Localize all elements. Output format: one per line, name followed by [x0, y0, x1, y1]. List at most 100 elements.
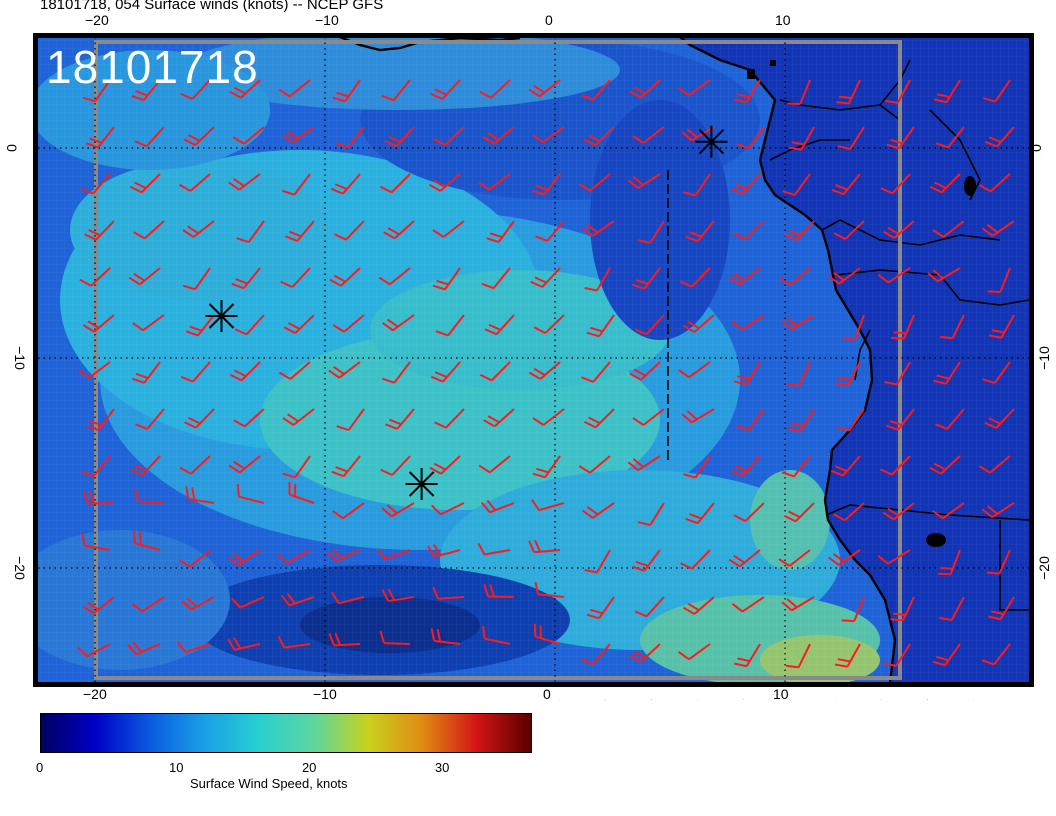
wind-barb	[327, 548, 361, 562]
wind-barb	[939, 596, 965, 621]
wind-barb	[130, 455, 161, 476]
wind-barb	[637, 220, 665, 245]
wind-barb	[278, 79, 311, 98]
wind-barb	[484, 314, 515, 336]
wind-barb	[84, 220, 115, 241]
wind-barb	[478, 455, 511, 474]
wind-barb	[430, 79, 461, 100]
wind-barb	[934, 79, 961, 104]
wind-barb	[336, 408, 365, 431]
wind-barb	[637, 502, 665, 527]
wind-barb	[835, 361, 861, 387]
wind-barb	[182, 267, 211, 291]
wind-barb	[178, 173, 211, 192]
wind-map	[33, 33, 1034, 700]
wind-barb	[629, 79, 661, 99]
wind-barb	[229, 361, 261, 382]
wind-barb	[837, 408, 865, 432]
wind-barb	[785, 643, 811, 669]
wind-barb	[982, 361, 1011, 384]
wind-barb	[277, 635, 311, 649]
wind-barb	[133, 220, 165, 240]
wind-barb	[533, 314, 565, 334]
wind-barb	[584, 549, 611, 574]
wind-barb	[132, 361, 161, 384]
wind-barb	[586, 314, 615, 338]
wind-barbs-outside	[538, 699, 975, 700]
wind-barb	[578, 173, 611, 192]
wind-barb	[856, 699, 883, 700]
wind-barb	[533, 623, 561, 645]
wind-barb	[185, 314, 215, 337]
wind-barb	[932, 502, 965, 520]
wind-barb	[86, 408, 115, 431]
wind-barb	[80, 173, 111, 195]
domain-frame	[94, 40, 902, 680]
bottom-tick-label: −20	[83, 686, 107, 702]
wind-barb	[882, 502, 915, 521]
colorbar-tick-label: 0	[36, 760, 44, 775]
wind-barb	[77, 643, 111, 658]
wind-barb	[581, 79, 611, 101]
left-tick-label: −10	[11, 346, 28, 370]
wind-barb	[385, 408, 415, 430]
wind-barb	[78, 361, 111, 379]
wind-barb	[184, 408, 215, 429]
wind-barb	[736, 408, 765, 431]
wind-barb	[334, 220, 365, 241]
wind-barb	[581, 220, 615, 237]
wind-barb	[532, 173, 561, 196]
wind-barb	[176, 641, 211, 653]
wind-barb	[781, 314, 815, 330]
wind-barb	[778, 267, 811, 286]
wind-barb	[833, 502, 865, 522]
wind-barb	[981, 643, 1011, 666]
wind-barb	[929, 173, 961, 194]
wind-barb	[978, 455, 1011, 474]
wind-barb	[430, 628, 461, 645]
wind-barb	[382, 314, 415, 332]
wind-barb	[435, 314, 465, 337]
wind-barb	[330, 173, 361, 195]
wind-barb	[486, 220, 515, 243]
wind-barb	[787, 79, 811, 106]
wind-barb	[581, 361, 611, 383]
wind-barb	[683, 173, 711, 197]
wind-barb	[134, 126, 165, 148]
wind-barb	[929, 455, 961, 475]
wind-barb	[530, 267, 561, 288]
wind-barb	[983, 79, 1011, 103]
wind-barb	[433, 126, 465, 146]
graticule	[38, 37, 1029, 683]
north-coast	[339, 37, 521, 52]
wind-barb	[678, 643, 711, 661]
wind-barb	[81, 455, 111, 478]
wind-barb	[178, 549, 211, 568]
wind-barb	[280, 592, 315, 607]
wind-barb	[82, 314, 115, 333]
wind-barb	[833, 220, 865, 240]
wind-barb	[731, 596, 765, 613]
wind-barb	[683, 455, 711, 479]
wind-barb	[778, 549, 811, 567]
wind-barb	[236, 220, 265, 243]
wind-barb	[885, 79, 911, 104]
wind-barb	[627, 173, 661, 189]
wind-barb	[681, 408, 715, 424]
wind-barb	[82, 79, 111, 103]
storm-center-3-marker	[695, 125, 728, 158]
wind-barb	[285, 220, 315, 242]
right-tick-label: −20	[1035, 556, 1052, 580]
wind-barb	[379, 630, 411, 645]
wind-barb	[988, 314, 1015, 339]
wind-barb	[432, 586, 465, 600]
wind-barb	[834, 643, 861, 668]
wind-barb	[730, 455, 761, 477]
wind-barb	[981, 502, 1015, 518]
wind-barb	[229, 79, 261, 99]
wind-barb	[632, 126, 665, 144]
wind-barb	[332, 314, 365, 333]
wind-barb	[676, 699, 699, 700]
right-tick-label: 0	[1027, 144, 1044, 152]
wind-barb	[927, 267, 961, 283]
